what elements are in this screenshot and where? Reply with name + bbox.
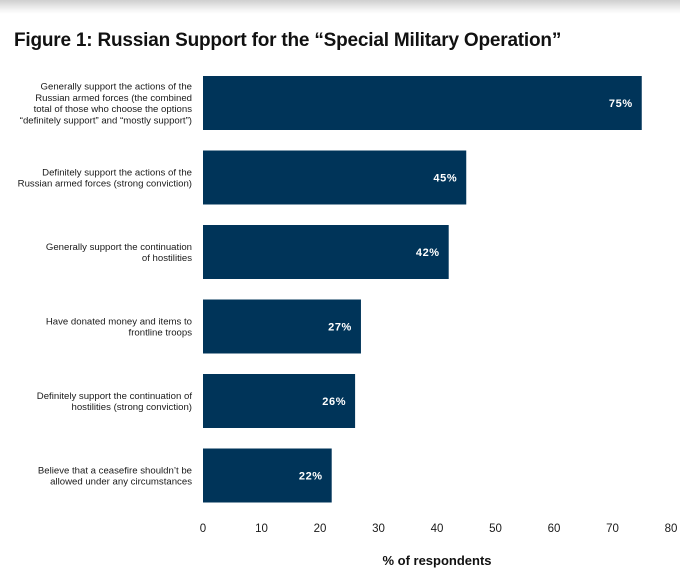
category-label-line: Definitely support the continuation of [37,391,193,402]
x-tick-50: 50 [489,523,502,535]
category-label-line: Definitely support the actions of the [42,167,192,178]
top-edge-shadow [0,0,680,14]
category-label-line: “definitely support” and “mostly support… [20,115,192,126]
category-labels-group: Generally support the actions of the Russ… [18,82,193,488]
x-tick-80: 80 [665,523,678,535]
x-tick-10: 10 [255,523,268,535]
x-tick-60: 60 [548,523,561,535]
bar-2 [203,150,467,205]
data-label-4: 27% [328,322,352,334]
data-label-1: 75% [609,98,633,110]
bar-1 [203,76,642,130]
category-label-1: Generally support the actions of the Russ… [20,82,192,127]
category-label-line: Believe that a ceasefire shouldn’t be [38,465,192,476]
category-label-3: Generally support the continuation of hos… [46,242,192,264]
bar-4 [203,299,361,354]
category-label-line: of hostilities [142,253,192,264]
category-label-line: Have donated money and items to [46,316,192,327]
bar-5 [203,374,356,428]
x-tick-70: 70 [606,523,619,535]
data-label-3: 42% [416,247,440,259]
chart-title: Figure 1: Russian Support for the “Speci… [14,30,562,51]
category-label-line: Generally support the actions of the [41,82,192,93]
x-tick-20: 20 [314,523,327,535]
data-labels-group: 75% 45% 42% 27% 26% 22% [299,98,633,483]
category-label-line: hostilities (strong conviction) [71,402,192,413]
bars-group [203,76,642,503]
x-tick-0: 0 [200,523,206,535]
bar-6 [203,448,332,503]
category-label-line: total of those who choose the options [34,104,193,115]
category-label-4: Have donated money and items to frontline… [46,316,192,338]
bar-3 [203,225,449,279]
category-label-6: Believe that a ceasefire shouldn’t be all… [38,465,192,487]
data-label-5: 26% [322,396,346,408]
category-label-line: Generally support the continuation [46,242,192,253]
x-tick-labels-group: 0 10 20 30 40 50 60 70 80 [200,523,678,535]
category-label-line: Russian armed forces (strong conviction) [18,179,192,190]
x-tick-40: 40 [431,523,444,535]
data-label-2: 45% [433,173,457,185]
category-label-2: Definitely support the actions of the Rus… [18,167,192,189]
data-label-6: 22% [299,471,323,483]
x-axis-title: % of respondents [382,553,491,568]
x-tick-30: 30 [372,523,385,535]
category-label-line: allowed under any circumstances [50,477,192,488]
category-label-5: Definitely support the continuation of ho… [37,391,193,413]
category-label-line: frontline troops [129,328,193,339]
category-label-line: Russian armed forces (the combined [35,93,192,104]
